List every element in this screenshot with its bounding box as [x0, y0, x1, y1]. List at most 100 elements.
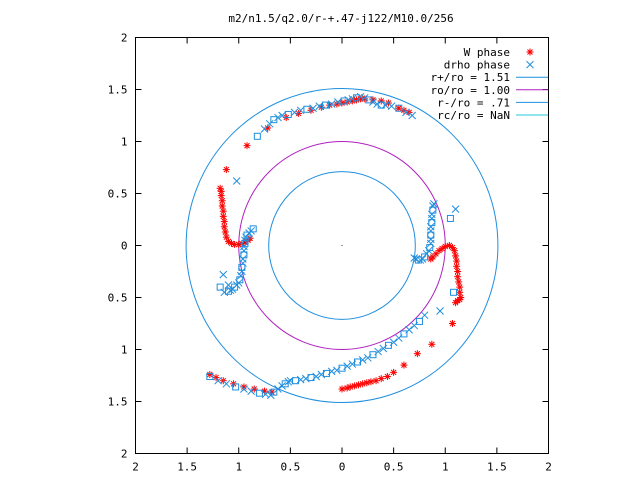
marker-stroke	[378, 375, 385, 382]
drho-phase-point	[238, 263, 246, 271]
marker-stroke	[347, 384, 354, 390]
marker-stroke	[274, 113, 282, 122]
drho-phase-point	[421, 253, 429, 261]
marker-stroke	[360, 93, 369, 102]
w-phase-point	[452, 252, 460, 260]
w-phase-point	[427, 255, 435, 263]
marker-stroke	[449, 244, 456, 251]
legend-marker	[526, 60, 534, 69]
drho-phase-point	[216, 283, 224, 291]
w-phase-point	[383, 373, 391, 381]
marker-stroke	[446, 242, 453, 249]
marker-stroke	[344, 385, 351, 391]
drho-phase-point	[303, 105, 311, 113]
marker-stroke	[456, 284, 463, 290]
drho-phase-point	[249, 225, 257, 233]
w-phase-point	[217, 192, 225, 200]
legend-label: r-/ro = .71	[437, 96, 510, 109]
drho-phase-point	[426, 235, 435, 244]
w-phase-point	[453, 257, 461, 265]
drho-phase-point	[428, 219, 436, 227]
marker-stroke	[224, 281, 233, 289]
drho-phase-point	[214, 376, 222, 385]
marker-stroke	[420, 311, 429, 320]
drho-phase-point	[265, 119, 274, 128]
drho-phase-point	[253, 132, 261, 140]
marker-stroke	[454, 273, 461, 280]
marker-stroke	[456, 289, 463, 296]
w-phase-point	[455, 278, 463, 286]
marker-stroke	[381, 101, 390, 109]
w-phase-point	[243, 142, 251, 150]
marker-stroke	[244, 142, 250, 149]
w-phase-point	[352, 96, 360, 104]
marker-stroke	[452, 253, 459, 259]
drho-phase-point	[270, 388, 278, 396]
w-phase-point	[413, 350, 421, 358]
drho-phase-point	[427, 231, 435, 239]
marker-stroke	[526, 60, 534, 69]
drho-phase-point	[270, 116, 278, 124]
marker-stroke	[390, 369, 397, 376]
drho-phase-point	[255, 389, 263, 397]
drho-phase-point	[408, 111, 417, 120]
y-tick-label: 0.5	[108, 292, 128, 305]
drho-phase-point	[231, 283, 239, 291]
marker-stroke	[414, 350, 421, 357]
w-phase-point	[220, 223, 228, 231]
legend-marker	[526, 48, 534, 56]
marker-stroke	[356, 92, 365, 101]
drho-phase-point	[274, 385, 282, 393]
marker-stroke	[217, 185, 224, 192]
drho-phase-point	[307, 374, 315, 382]
x-tick-label: 1.5	[487, 461, 507, 474]
marker-stroke	[274, 385, 282, 393]
series-1	[206, 92, 460, 400]
drho-phase-point	[284, 110, 292, 118]
drho-phase-point	[338, 364, 346, 372]
w-phase-point	[338, 385, 346, 393]
drho-phase-point	[418, 255, 427, 263]
marker-stroke	[218, 192, 225, 199]
marker-stroke	[410, 254, 419, 262]
drho-phase-point	[247, 387, 255, 395]
drho-phase-point	[309, 104, 317, 113]
marker-stroke	[239, 259, 247, 268]
marker-stroke	[245, 229, 253, 237]
marker-stroke	[408, 111, 417, 120]
drho-phase-point	[241, 239, 249, 247]
drho-phase-point	[240, 385, 248, 393]
chart-title: m2/n1.5/q2.0/r-+.47-j122/M10.0/256	[228, 12, 453, 25]
y-tick-label: 1	[121, 136, 128, 149]
drho-phase-point	[315, 102, 324, 110]
y-tick-label: 1.5	[108, 396, 128, 409]
points-layer	[206, 92, 465, 400]
legend-label: rc/ro = NaN	[437, 109, 510, 122]
drho-phase-point	[427, 214, 436, 223]
marker-stroke	[223, 234, 230, 241]
marker-stroke	[374, 347, 382, 356]
w-phase-point	[222, 166, 230, 174]
marker-stroke	[453, 263, 460, 270]
drho-phase-point	[284, 377, 293, 386]
w-phase-point	[428, 340, 436, 348]
marker-stroke	[348, 95, 357, 103]
marker-stroke	[220, 208, 227, 215]
marker-stroke	[309, 104, 317, 113]
marker-stroke	[214, 376, 222, 385]
marker-stroke	[228, 240, 235, 247]
drho-phase-point	[416, 256, 425, 264]
drho-phase-point	[274, 113, 282, 122]
x-tick-label: 2	[545, 461, 552, 474]
marker-stroke	[278, 111, 286, 120]
drho-phase-point	[321, 101, 329, 109]
marker-stroke	[251, 386, 258, 392]
drho-phase-point	[436, 307, 444, 315]
drho-phase-point	[327, 100, 336, 108]
w-phase-point	[212, 374, 220, 382]
w-phase-point	[454, 268, 462, 275]
marker-stroke	[296, 106, 305, 115]
drho-phase-point	[245, 229, 253, 237]
marker-stroke	[264, 125, 271, 131]
circle-1-51	[185, 87, 499, 404]
